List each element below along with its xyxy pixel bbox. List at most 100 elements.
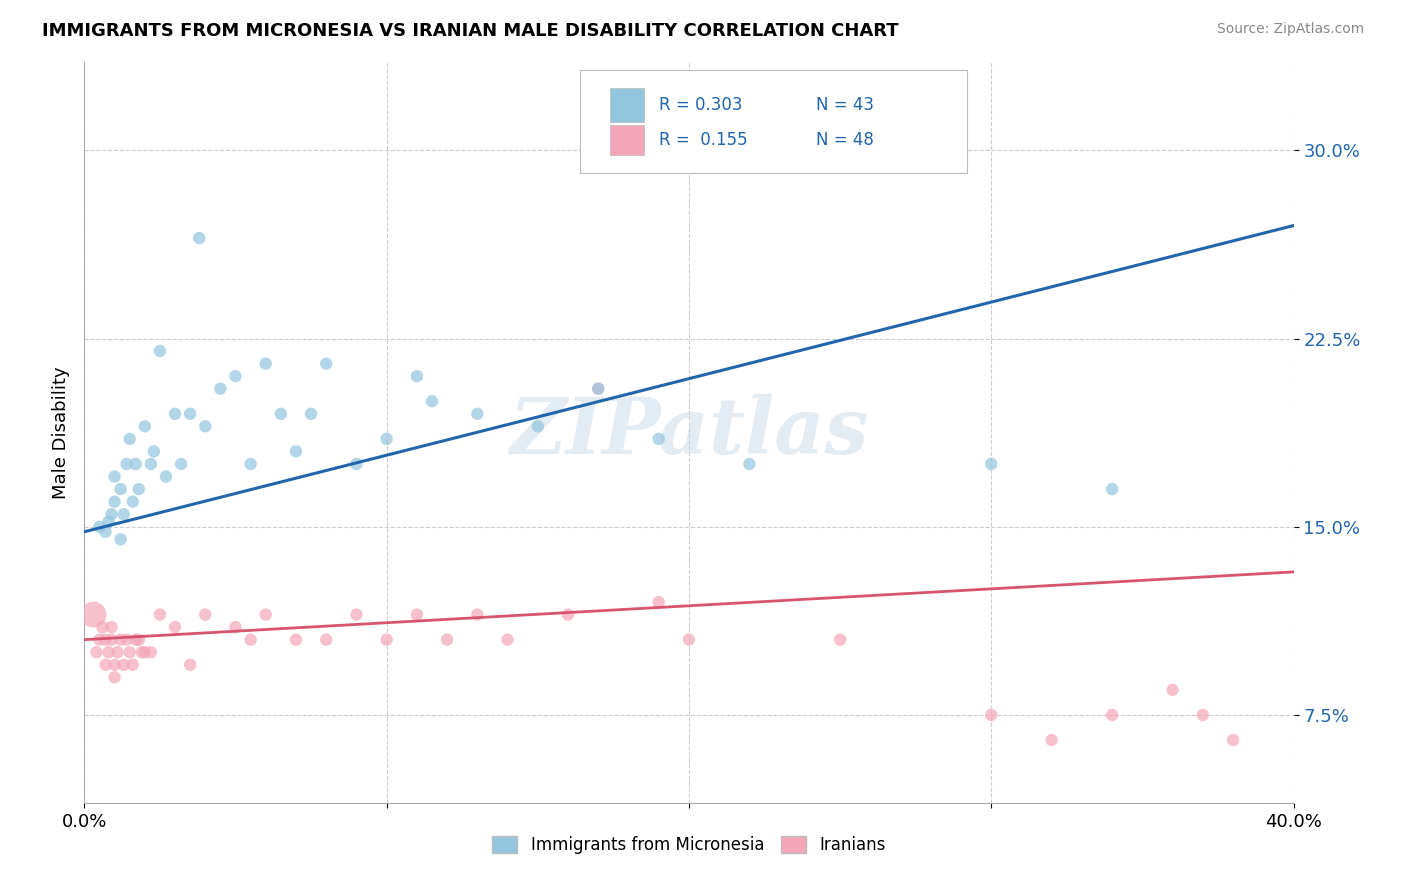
- Y-axis label: Male Disability: Male Disability: [52, 367, 70, 499]
- Point: [139, 457, 162, 471]
- Point: [254, 357, 277, 371]
- Bar: [610, 88, 644, 121]
- Point: [194, 607, 217, 622]
- Point: [110, 632, 132, 647]
- Point: [100, 507, 122, 521]
- Point: [118, 432, 141, 446]
- Point: [121, 494, 143, 508]
- Bar: [610, 126, 644, 155]
- Text: N = 43: N = 43: [815, 96, 875, 114]
- Point: [104, 670, 127, 684]
- Point: [678, 632, 700, 647]
- Point: [299, 407, 322, 421]
- Text: R = 0.303: R = 0.303: [659, 96, 742, 114]
- Point: [142, 444, 165, 458]
- Point: [239, 632, 262, 647]
- Point: [254, 607, 277, 622]
- Point: [131, 645, 153, 659]
- Point: [165, 620, 187, 634]
- Point: [112, 657, 135, 672]
- Point: [239, 457, 262, 471]
- Point: [115, 632, 138, 647]
- Point: [225, 620, 247, 634]
- Point: [139, 645, 162, 659]
- Point: [97, 515, 120, 529]
- Point: [89, 520, 111, 534]
- Point: [1192, 708, 1215, 723]
- Point: [436, 632, 458, 647]
- Point: [94, 524, 117, 539]
- Point: [82, 607, 104, 622]
- Point: [128, 632, 150, 647]
- Point: [557, 607, 579, 622]
- Point: [270, 407, 292, 421]
- Point: [285, 632, 308, 647]
- Point: [225, 369, 247, 384]
- Legend: Immigrants from Micronesia, Iranians: Immigrants from Micronesia, Iranians: [485, 830, 893, 861]
- Text: R =  0.155: R = 0.155: [659, 131, 748, 149]
- Point: [94, 632, 117, 647]
- Point: [980, 708, 1002, 723]
- Point: [107, 645, 129, 659]
- Point: [125, 457, 148, 471]
- Point: [112, 507, 135, 521]
- Point: [91, 620, 114, 634]
- Point: [97, 645, 120, 659]
- Point: [94, 657, 117, 672]
- Point: [527, 419, 550, 434]
- Point: [115, 457, 138, 471]
- Point: [830, 632, 852, 647]
- Point: [375, 432, 398, 446]
- Text: IMMIGRANTS FROM MICRONESIA VS IRANIAN MALE DISABILITY CORRELATION CHART: IMMIGRANTS FROM MICRONESIA VS IRANIAN MA…: [42, 22, 898, 40]
- Point: [86, 645, 108, 659]
- Point: [89, 632, 111, 647]
- Point: [406, 607, 429, 622]
- Point: [188, 231, 211, 245]
- Point: [125, 632, 148, 647]
- Text: N = 48: N = 48: [815, 131, 873, 149]
- Point: [121, 657, 143, 672]
- Point: [315, 357, 337, 371]
- Point: [134, 645, 156, 659]
- Point: [100, 632, 122, 647]
- Point: [179, 407, 201, 421]
- Point: [104, 657, 127, 672]
- Point: [588, 382, 610, 396]
- Point: [467, 607, 489, 622]
- Point: [110, 533, 132, 547]
- Point: [209, 382, 232, 396]
- Point: [134, 419, 156, 434]
- Point: [170, 457, 193, 471]
- Point: [285, 444, 308, 458]
- Point: [118, 645, 141, 659]
- Point: [346, 607, 368, 622]
- Point: [346, 457, 368, 471]
- Point: [104, 469, 127, 483]
- Point: [1222, 733, 1244, 747]
- Point: [104, 494, 127, 508]
- Point: [980, 457, 1002, 471]
- Point: [149, 344, 172, 359]
- Point: [1040, 733, 1063, 747]
- Point: [155, 469, 177, 483]
- Point: [648, 595, 671, 609]
- Point: [110, 482, 132, 496]
- Point: [165, 407, 187, 421]
- Text: Source: ZipAtlas.com: Source: ZipAtlas.com: [1216, 22, 1364, 37]
- Point: [406, 369, 429, 384]
- Point: [179, 657, 201, 672]
- Point: [1101, 708, 1123, 723]
- Point: [420, 394, 443, 409]
- Point: [648, 432, 671, 446]
- Point: [315, 632, 337, 647]
- Point: [738, 457, 761, 471]
- Point: [496, 632, 519, 647]
- Point: [194, 419, 217, 434]
- Point: [100, 620, 122, 634]
- Point: [1161, 682, 1184, 697]
- Point: [1101, 482, 1123, 496]
- FancyBboxPatch shape: [581, 70, 967, 173]
- Point: [375, 632, 398, 647]
- Point: [128, 482, 150, 496]
- Text: ZIPatlas: ZIPatlas: [509, 394, 869, 471]
